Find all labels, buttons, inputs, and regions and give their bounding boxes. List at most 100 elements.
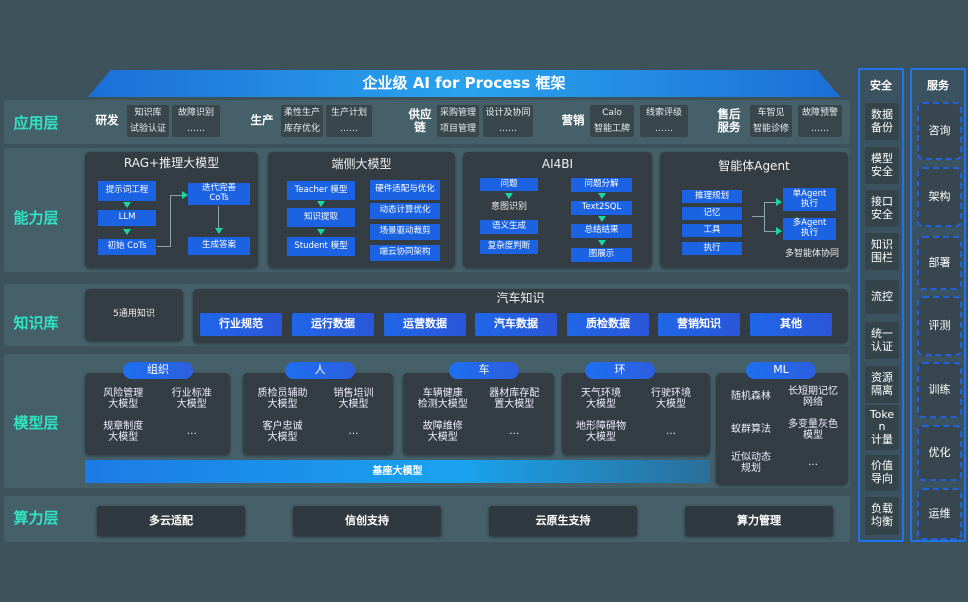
agent-capability[interactable]: 工具 bbox=[682, 224, 742, 237]
app-item[interactable]: 项目管理 bbox=[439, 123, 476, 134]
compute-item[interactable]: 算力管理 bbox=[685, 506, 833, 536]
agent-multi[interactable]: 多Agent 执行 bbox=[783, 218, 836, 240]
security-item[interactable]: 统一 认证 bbox=[865, 322, 899, 359]
rag-llm[interactable]: LLM bbox=[98, 210, 156, 226]
agent-capability[interactable]: 执行 bbox=[682, 242, 742, 255]
knowledge-item[interactable]: 营销知识 bbox=[658, 313, 740, 336]
compute-item[interactable]: 云原生支持 bbox=[489, 506, 637, 536]
model-item[interactable]: 长短期记忆 网络 bbox=[788, 385, 838, 409]
security-item[interactable]: 模型 安全 bbox=[865, 147, 899, 184]
model-item[interactable]: 天气环境 大模型 bbox=[581, 387, 621, 411]
app-item[interactable]: 库存优化 bbox=[283, 123, 320, 134]
rag-generate-answer[interactable]: 生成答案 bbox=[188, 237, 250, 255]
app-item[interactable]: …… bbox=[655, 123, 673, 134]
app-item[interactable]: 智能工牌 bbox=[593, 123, 630, 134]
layer-label-knowledge: 知识库 bbox=[13, 314, 59, 333]
model-item[interactable]: 行业标准 大模型 bbox=[171, 387, 212, 411]
app-item[interactable]: …… bbox=[187, 123, 205, 134]
app-item[interactable]: …… bbox=[499, 123, 517, 134]
knowledge-item[interactable]: 汽车数据 bbox=[475, 313, 557, 336]
model-item[interactable]: 质检员辅助 大模型 bbox=[257, 387, 308, 411]
security-item[interactable]: 知识 围栏 bbox=[865, 233, 899, 270]
app-item-box bbox=[437, 105, 479, 137]
model-item[interactable]: … bbox=[186, 426, 197, 438]
security-item[interactable]: 价值 导向 bbox=[865, 455, 899, 491]
edge-feature[interactable]: 硬件适配与优化 bbox=[370, 180, 440, 200]
security-item[interactable]: 资源 隔离 bbox=[865, 366, 899, 403]
edge-feature[interactable]: 动态计算优化 bbox=[370, 203, 440, 219]
edge-feature[interactable]: 场景驱动裁剪 bbox=[370, 224, 440, 240]
model-item[interactable]: … bbox=[808, 457, 818, 469]
model-item[interactable]: … bbox=[348, 426, 359, 438]
knowledge-item[interactable]: 其他 bbox=[750, 313, 832, 336]
app-item[interactable]: 线索评级 bbox=[645, 107, 682, 118]
rag-iterate-cots[interactable]: 迭代完善 CoTs bbox=[188, 183, 250, 205]
knowledge-item[interactable]: 行业规范 bbox=[200, 313, 282, 336]
framework-title: 企业级 AI for Process 框架 bbox=[88, 70, 840, 97]
ai4bi-step[interactable]: 总结结果 bbox=[571, 224, 632, 238]
model-item[interactable]: 蚁群算法 bbox=[731, 424, 771, 436]
security-item[interactable]: Toke n 计量 bbox=[865, 405, 899, 450]
edge-student[interactable]: Student 模型 bbox=[287, 237, 355, 256]
app-item[interactable]: 生产计划 bbox=[330, 107, 367, 118]
security-item[interactable]: 流控 bbox=[865, 280, 899, 314]
service-title: 服务 bbox=[927, 78, 949, 92]
app-item[interactable]: …… bbox=[340, 123, 358, 134]
compute-item[interactable]: 信创支持 bbox=[293, 506, 441, 536]
knowledge-item[interactable]: 运行数据 bbox=[292, 313, 374, 336]
app-item[interactable]: 柔性生产 bbox=[283, 107, 320, 118]
base-model-bar[interactable]: 基座大模型 bbox=[85, 460, 710, 483]
app-item[interactable]: 故障预警 bbox=[801, 107, 838, 118]
knowledge-item[interactable]: 运营数据 bbox=[384, 313, 466, 336]
app-item[interactable]: Calo bbox=[602, 107, 622, 118]
rag-initial-cots[interactable]: 初始 CoTs bbox=[98, 239, 156, 255]
model-item[interactable]: 器材库存配 置大模型 bbox=[489, 387, 540, 411]
model-item[interactable]: 近似动态 规划 bbox=[731, 451, 771, 475]
model-item[interactable]: 规章制度 大模型 bbox=[103, 420, 144, 444]
model-item[interactable]: 地形障碍物 大模型 bbox=[576, 420, 626, 444]
service-item[interactable]: 架构 bbox=[917, 167, 962, 227]
model-item[interactable]: 故障维修 大模型 bbox=[422, 420, 463, 444]
knowledge-item[interactable]: 质检数据 bbox=[567, 313, 649, 336]
model-item[interactable]: 随机森林 bbox=[731, 391, 771, 403]
ai4bi-step[interactable]: 问题分解 bbox=[571, 178, 632, 192]
model-item[interactable]: 车辆健康 检测大模型 bbox=[417, 387, 468, 411]
model-item[interactable]: 风险管理 大模型 bbox=[103, 387, 144, 411]
app-item[interactable]: 智能诊修 bbox=[752, 123, 789, 134]
security-item[interactable]: 负载 均衡 bbox=[865, 497, 899, 535]
model-item[interactable]: … bbox=[666, 426, 676, 438]
ai4bi-semantic[interactable]: 语义生成 bbox=[480, 220, 538, 234]
service-item[interactable]: 评测 bbox=[917, 296, 962, 356]
ai4bi-step[interactable]: 图展示 bbox=[571, 248, 632, 262]
compute-item[interactable]: 多云适配 bbox=[97, 506, 245, 536]
service-item[interactable]: 优化 bbox=[917, 425, 962, 481]
app-item[interactable]: 设计及协同 bbox=[485, 107, 531, 118]
ai4bi-step[interactable]: Text2SQL bbox=[571, 201, 632, 215]
model-item[interactable]: 客户忠诚 大模型 bbox=[262, 420, 303, 444]
agent-single[interactable]: 单Agent 执行 bbox=[783, 188, 836, 211]
ai4bi-question[interactable]: 问题 bbox=[480, 178, 538, 191]
service-item[interactable]: 部署 bbox=[917, 236, 962, 290]
ai4bi-complexity[interactable]: 复杂度判断 bbox=[480, 240, 538, 254]
app-item[interactable]: 试验认证 bbox=[129, 123, 166, 134]
app-item[interactable]: 采购管理 bbox=[439, 107, 476, 118]
model-item[interactable]: 行驶环境 大模型 bbox=[651, 387, 691, 411]
service-item[interactable]: 咨询 bbox=[917, 102, 962, 160]
edge-feature[interactable]: 端云协同架构 bbox=[370, 245, 440, 261]
model-item[interactable]: 多变量灰色 模型 bbox=[788, 418, 838, 442]
security-item[interactable]: 数据 备份 bbox=[865, 103, 899, 140]
rag-prompt-engineering[interactable]: 提示词工程 bbox=[98, 181, 156, 201]
app-item[interactable]: 知识库 bbox=[134, 107, 162, 118]
service-item[interactable]: 训练 bbox=[917, 362, 962, 418]
app-item[interactable]: 故障识别 bbox=[177, 107, 214, 118]
model-item[interactable]: … bbox=[509, 426, 520, 438]
security-item[interactable]: 接口 安全 bbox=[865, 190, 899, 227]
service-item[interactable]: 运维 bbox=[917, 488, 962, 540]
agent-capability[interactable]: 记忆 bbox=[682, 207, 742, 220]
app-item[interactable]: …… bbox=[811, 123, 829, 134]
agent-capability[interactable]: 推理规划 bbox=[682, 190, 742, 203]
model-item[interactable]: 销售培训 大模型 bbox=[333, 387, 374, 411]
edge-teacher[interactable]: Teacher 模型 bbox=[287, 181, 355, 200]
edge-knowledge-extract[interactable]: 知识提取 bbox=[287, 208, 355, 227]
app-item[interactable]: 车智见 bbox=[757, 107, 785, 118]
